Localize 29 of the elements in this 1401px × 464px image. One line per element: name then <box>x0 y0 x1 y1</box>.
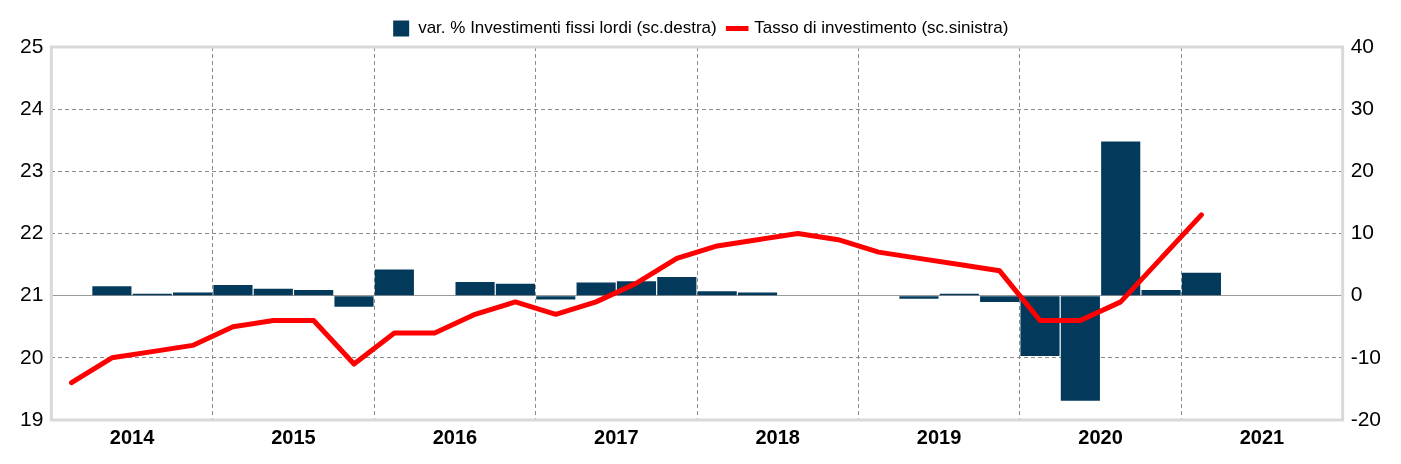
y-tick-label: 19 <box>20 406 44 430</box>
y-tick-label: 20 <box>20 344 44 368</box>
y2-tick-label: 0 <box>1350 282 1363 306</box>
y2-tick-label: -20 <box>1350 406 1382 430</box>
x-tick-label: 2015 <box>271 425 316 448</box>
y-tick-label: 21 <box>20 282 44 306</box>
legend-label: Tasso di investimento (sc.sinistra) <box>754 18 1009 38</box>
y-tick-label: 24 <box>20 95 44 119</box>
x-tick-label: 2018 <box>755 425 800 448</box>
y-tick-label: 25 <box>20 33 44 57</box>
y2-tick-label: 40 <box>1350 33 1375 57</box>
x-tick-label: 2017 <box>594 425 639 448</box>
x-tick-label: 2020 <box>1078 425 1123 448</box>
y2-tick-label: 10 <box>1350 220 1375 244</box>
x-tick-label: 2016 <box>432 425 478 448</box>
x-tick-label: 2014 <box>109 425 156 448</box>
x-tick-label: 2021 <box>1239 425 1285 448</box>
bar <box>92 286 132 296</box>
bar <box>536 296 576 300</box>
legend-label: var. % Investimenti fissi lordi (sc.destra) <box>418 18 717 38</box>
bar <box>899 296 939 299</box>
bar <box>334 296 374 307</box>
y-tick-label: 22 <box>20 220 44 244</box>
y2-tick-label: 20 <box>1350 158 1375 182</box>
y-tick-label: 23 <box>20 158 44 182</box>
bar <box>374 269 414 296</box>
y2-tick-label: -10 <box>1350 344 1382 368</box>
y2-tick-label: 30 <box>1350 95 1375 119</box>
x-tick-label: 2019 <box>916 425 962 448</box>
